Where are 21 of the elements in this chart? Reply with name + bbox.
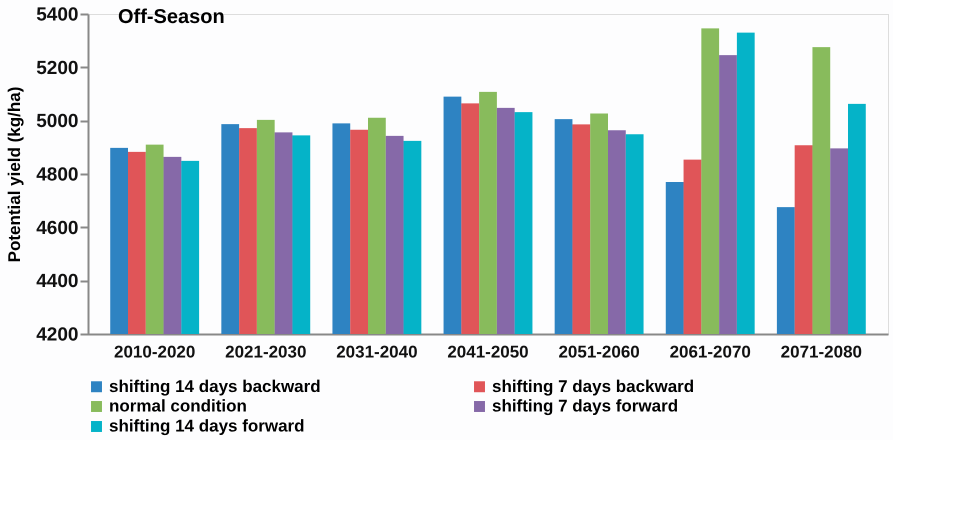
x-tick-label: 2041-2050 xyxy=(447,342,529,362)
legend-label: shifting 14 days forward xyxy=(109,416,305,436)
legend-label: shifting 7 days backward xyxy=(492,376,694,396)
y-tick-label: 4800 xyxy=(36,164,78,186)
x-tick-label: 2061-2070 xyxy=(670,342,751,362)
legend-label: normal condition xyxy=(109,396,247,416)
y-tick-label: 5000 xyxy=(36,111,78,132)
y-tick-label: 4400 xyxy=(36,271,78,292)
x-tick-label: 2031-2040 xyxy=(336,342,418,362)
x-tick-label: 2051-2060 xyxy=(558,342,640,362)
y-tick-label: 4600 xyxy=(36,218,78,239)
legend-label: shifting 7 days forward xyxy=(492,396,678,416)
x-tick-label: 2071-2080 xyxy=(780,342,862,362)
x-tick-label: 2021-2030 xyxy=(225,342,306,362)
y-tick-label: 5200 xyxy=(36,58,78,79)
y-tick-label: 5400 xyxy=(36,4,78,26)
legend-label: shifting 14 days backward xyxy=(109,376,321,396)
y-axis-title: Potential yield (kg/ha) xyxy=(5,86,24,262)
chart-title: Off-Season xyxy=(118,6,225,28)
x-tick-label: 2010-2020 xyxy=(114,342,196,362)
y-tick-label: 4200 xyxy=(36,324,78,346)
